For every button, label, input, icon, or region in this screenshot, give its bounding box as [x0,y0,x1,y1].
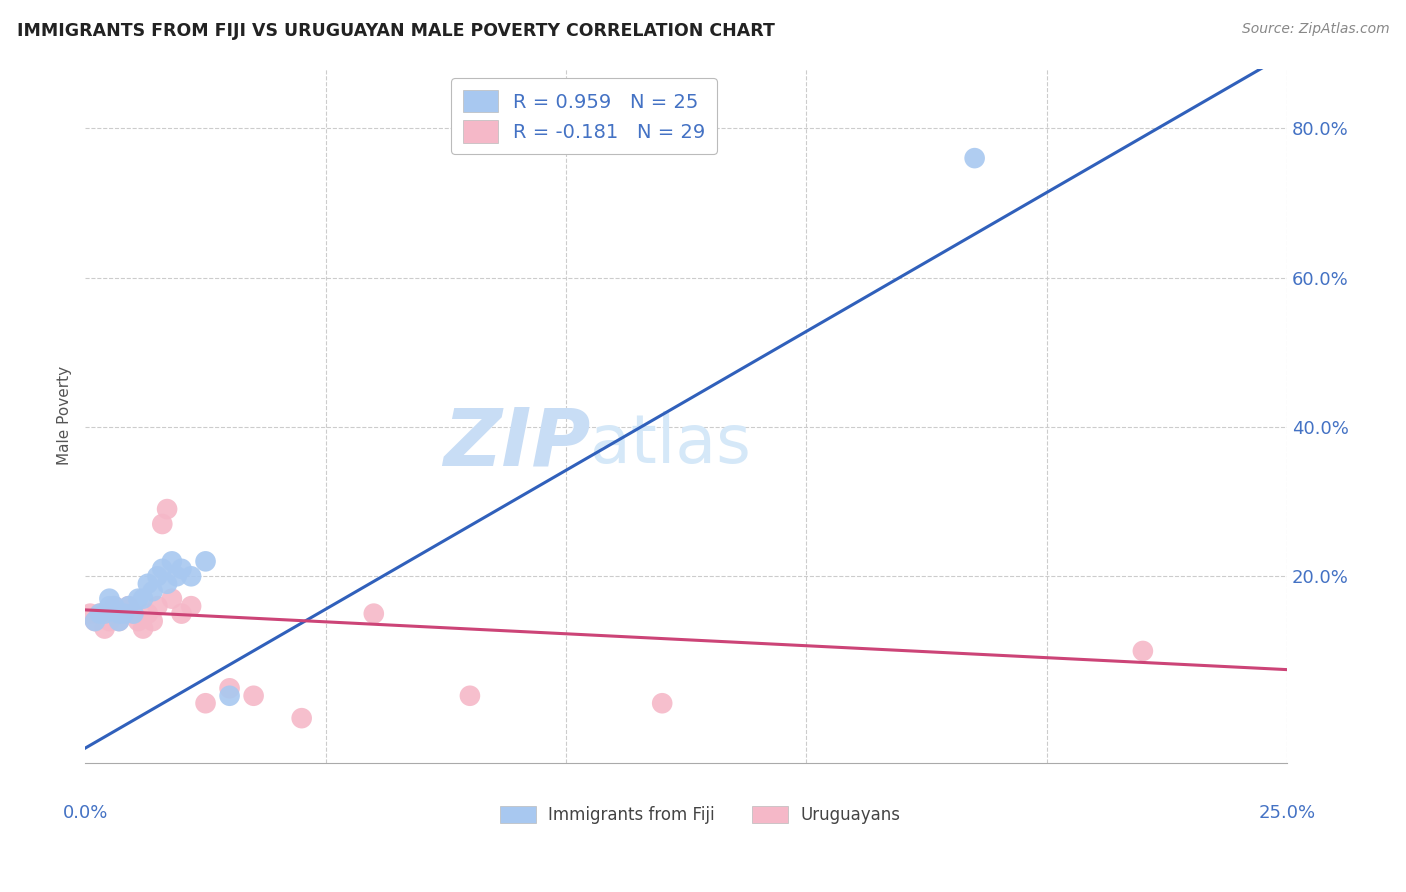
Point [117,599,139,614]
Point [963,151,986,165]
Point [98,599,121,614]
Point [127,614,149,628]
Point [180,599,202,614]
Point [194,554,217,568]
Point [194,696,217,710]
Text: Uruguayans: Uruguayans [800,806,900,824]
Point [160,554,183,568]
Point [79,607,101,621]
Point [218,681,240,696]
Text: ZIP: ZIP [443,404,591,483]
Point [136,607,159,621]
Point [170,607,193,621]
Point [458,689,481,703]
Point [108,614,131,628]
Point [122,607,145,621]
Point [89,607,111,621]
Point [127,591,149,606]
Point [84,614,107,628]
Point [142,614,165,628]
FancyBboxPatch shape [752,806,789,823]
Point [218,689,240,703]
Point [132,622,155,636]
Point [146,569,169,583]
Point [98,614,121,628]
Point [112,607,135,621]
Text: Source: ZipAtlas.com: Source: ZipAtlas.com [1241,22,1389,37]
Point [117,599,139,614]
Point [1132,644,1154,658]
Point [112,607,135,621]
Text: IMMIGRANTS FROM FIJI VS URUGUAYAN MALE POVERTY CORRELATION CHART: IMMIGRANTS FROM FIJI VS URUGUAYAN MALE P… [17,22,775,40]
Legend: R = 0.959   N = 25, R = -0.181   N = 29: R = 0.959 N = 25, R = -0.181 N = 29 [451,78,717,154]
Point [651,696,673,710]
Point [150,562,173,576]
Point [363,607,385,621]
Point [103,599,125,614]
Point [93,622,115,636]
Point [170,562,193,576]
Text: Immigrants from Fiji: Immigrants from Fiji [548,806,714,824]
Point [160,591,183,606]
Y-axis label: Male Poverty: Male Poverty [58,367,72,466]
Point [146,599,169,614]
Point [108,607,131,621]
Text: 25.0%: 25.0% [1258,804,1316,822]
Point [108,614,131,628]
Point [98,591,121,606]
Point [103,599,125,614]
Point [156,576,179,591]
Point [93,607,115,621]
Point [150,516,173,531]
Point [142,584,165,599]
Point [166,569,188,583]
Text: 0.0%: 0.0% [63,804,108,822]
Point [89,607,111,621]
FancyBboxPatch shape [501,806,536,823]
Point [98,607,121,621]
Text: atlas: atlas [591,410,751,476]
Point [122,607,145,621]
Point [132,591,155,606]
Point [291,711,314,725]
Point [136,576,159,591]
Point [156,502,179,516]
Point [180,569,202,583]
Point [84,614,107,628]
Point [242,689,264,703]
